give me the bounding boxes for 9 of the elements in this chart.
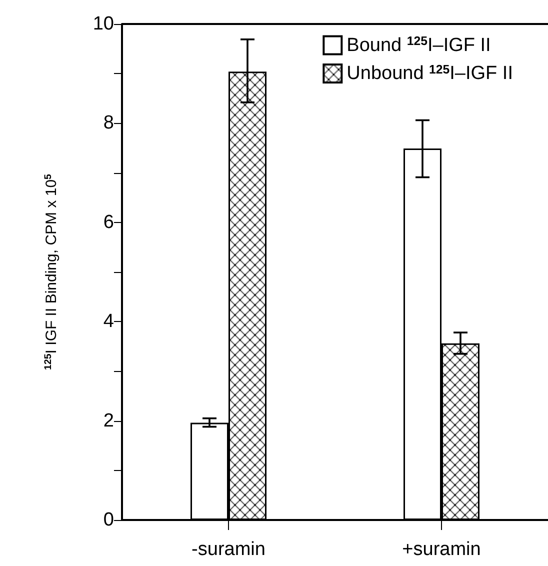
y-axis-title: 125I IGF II Binding, CPM x 105 bbox=[42, 173, 60, 370]
y-tick-label: 10 bbox=[92, 14, 114, 34]
y-tick-label: 2 bbox=[103, 410, 114, 432]
y-tick-label: 4 bbox=[103, 311, 114, 332]
x-tick-label: -suramin bbox=[192, 539, 266, 560]
y-tick-label: 6 bbox=[103, 212, 114, 233]
y-tick-label: 0 bbox=[103, 510, 114, 530]
x-tick-label: +suramin bbox=[402, 539, 481, 560]
y-tick-label: 8 bbox=[103, 112, 114, 134]
